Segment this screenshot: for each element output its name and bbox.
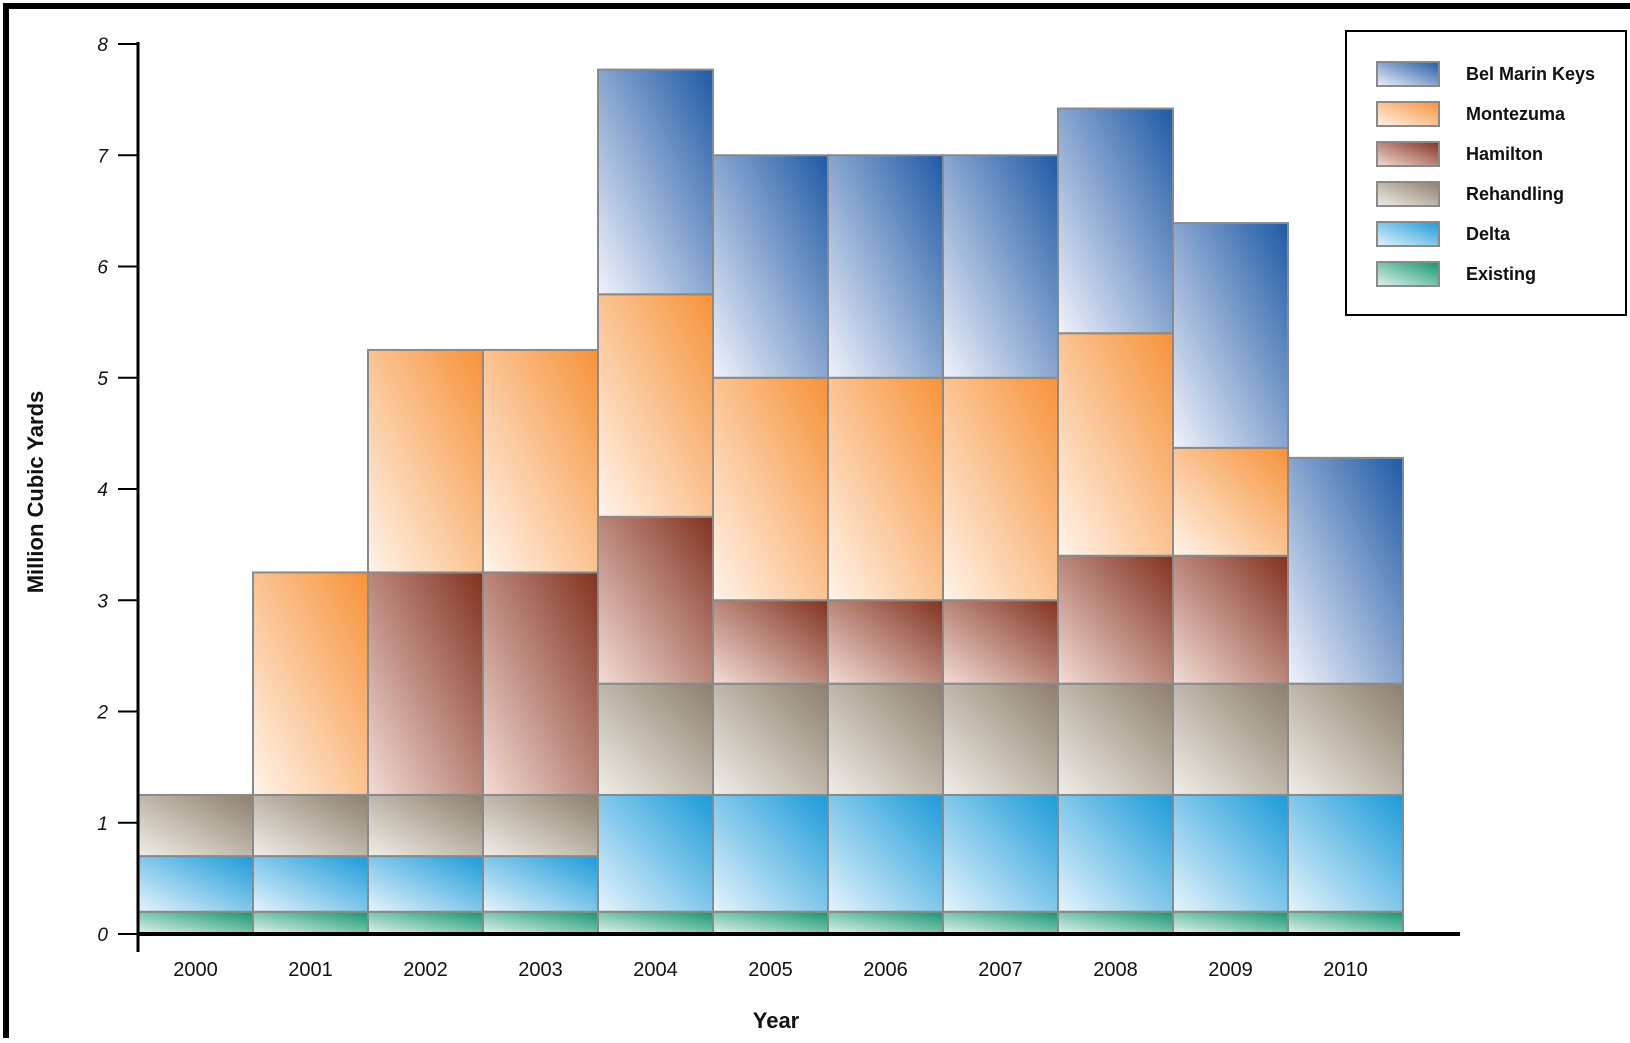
bar-2003-existing <box>482 910 599 935</box>
bar-2002-existing <box>367 910 484 935</box>
y-tick-label: 2 <box>96 703 108 724</box>
bar-2005-bel-marin-keys <box>712 154 829 379</box>
bar-2005-delta <box>712 793 829 913</box>
bar-2009-hamilton <box>1172 554 1289 685</box>
bar-2008-existing <box>1057 910 1174 935</box>
bar-2010-rehandling <box>1287 682 1404 796</box>
bar-2001-rehandling <box>252 793 369 858</box>
bar-2004-existing <box>597 910 714 935</box>
y-axis-title: Million Cubic Yards <box>23 391 48 594</box>
bars-layer <box>137 68 1404 935</box>
y-tick-label: 3 <box>97 591 108 612</box>
bar-2002-montezuma <box>367 348 484 574</box>
legend-swatch-existing <box>1376 261 1440 287</box>
bar-2008-montezuma <box>1057 332 1174 557</box>
bar-2002-hamilton <box>367 571 484 796</box>
bar-2008-bel-marin-keys <box>1057 107 1174 335</box>
bar-2007-delta <box>942 793 1059 913</box>
bar-2006-hamilton <box>827 599 944 685</box>
legend-label-montezuma: Montezuma <box>1466 104 1566 124</box>
legend-label-bel-marin-keys: Bel Marin Keys <box>1466 64 1595 84</box>
x-tick-label-2010: 2010 <box>1323 959 1368 981</box>
legend-label-hamilton: Hamilton <box>1466 144 1543 164</box>
bar-2005-hamilton <box>712 599 829 685</box>
y-tick-label: 4 <box>97 480 108 501</box>
bar-2007-rehandling <box>942 682 1059 796</box>
bar-2001-montezuma <box>252 571 369 796</box>
bar-2007-montezuma <box>942 376 1059 602</box>
y-tick-label: 1 <box>97 814 108 835</box>
bar-2006-bel-marin-keys <box>827 154 944 379</box>
bar-2006-montezuma <box>827 376 944 602</box>
bar-2010-delta <box>1287 793 1404 913</box>
bar-2000-rehandling <box>137 793 254 858</box>
bar-2000-delta <box>137 855 254 913</box>
bar-2003-montezuma <box>482 348 599 574</box>
x-tick-label-2007: 2007 <box>978 959 1023 981</box>
bar-2000-existing <box>137 910 254 935</box>
legend-label-rehandling: Rehandling <box>1466 184 1564 204</box>
bar-2004-hamilton <box>597 515 714 685</box>
x-tick-label-2009: 2009 <box>1208 959 1253 981</box>
x-axis-title: Year <box>753 1008 800 1033</box>
bar-2008-delta <box>1057 793 1174 913</box>
bar-2006-existing <box>827 910 944 935</box>
bar-2008-hamilton <box>1057 554 1174 685</box>
x-tick-label-2001: 2001 <box>288 959 333 981</box>
bar-2005-rehandling <box>712 682 829 796</box>
bar-2005-existing <box>712 910 829 935</box>
bar-2001-delta <box>252 855 369 913</box>
legend-swatch-delta <box>1376 221 1440 247</box>
y-tick-label: 7 <box>97 146 109 167</box>
bar-2003-delta <box>482 855 599 913</box>
x-tick-label-2006: 2006 <box>863 959 908 981</box>
legend-swatch-bel-marin-keys <box>1376 61 1440 87</box>
bar-2002-delta <box>367 855 484 913</box>
x-tick-label-2002: 2002 <box>403 959 448 981</box>
y-tick-label: 8 <box>97 35 108 56</box>
x-tick-label-2008: 2008 <box>1093 959 1138 981</box>
bar-2004-rehandling <box>597 682 714 796</box>
bar-2009-rehandling <box>1172 682 1289 796</box>
x-tick-label-2003: 2003 <box>518 959 563 981</box>
bar-2009-montezuma <box>1172 446 1289 557</box>
outer-border <box>3 3 1630 1043</box>
bar-2007-hamilton <box>942 599 1059 685</box>
bar-2004-montezuma <box>597 293 714 518</box>
bar-2007-existing <box>942 910 1059 935</box>
legend-swatch-montezuma <box>1376 101 1440 127</box>
bar-2004-bel-marin-keys <box>597 68 714 296</box>
legend-swatch-rehandling <box>1376 181 1440 207</box>
legend-swatch-hamilton <box>1376 141 1440 167</box>
bar-2007-bel-marin-keys <box>942 154 1059 379</box>
bar-2010-existing <box>1287 910 1404 935</box>
bar-2009-delta <box>1172 793 1289 913</box>
axes-layer: 0 1 2 3 4 5 6 7 8 2000 2001 2002 2003 2004 2005 2006 200… <box>96 35 1460 981</box>
bar-2004-delta <box>597 793 714 913</box>
x-tick-label-2000: 2000 <box>173 959 218 981</box>
bar-2010-bel-marin-keys <box>1287 456 1404 685</box>
x-tick-label-2004: 2004 <box>633 959 678 981</box>
bar-2003-rehandling <box>482 793 599 858</box>
bar-2008-rehandling <box>1057 682 1174 796</box>
bar-2005-montezuma <box>712 376 829 602</box>
y-tick-label: 5 <box>97 369 108 390</box>
x-tick-label-2005: 2005 <box>748 959 793 981</box>
y-tick-label: 6 <box>97 258 108 279</box>
bar-2009-bel-marin-keys <box>1172 222 1289 449</box>
legend-label-delta: Delta <box>1466 224 1511 244</box>
bar-2006-delta <box>827 793 944 913</box>
bar-2002-rehandling <box>367 793 484 858</box>
y-tick-label: 0 <box>97 925 108 946</box>
legend: Bel Marin Keys Montezuma Hamilton Rehandlin… <box>1345 30 1627 316</box>
bar-2009-existing <box>1172 910 1289 935</box>
bar-2001-existing <box>252 910 369 935</box>
bar-2003-hamilton <box>482 571 599 796</box>
bar-2006-rehandling <box>827 682 944 796</box>
legend-label-existing: Existing <box>1466 264 1536 284</box>
